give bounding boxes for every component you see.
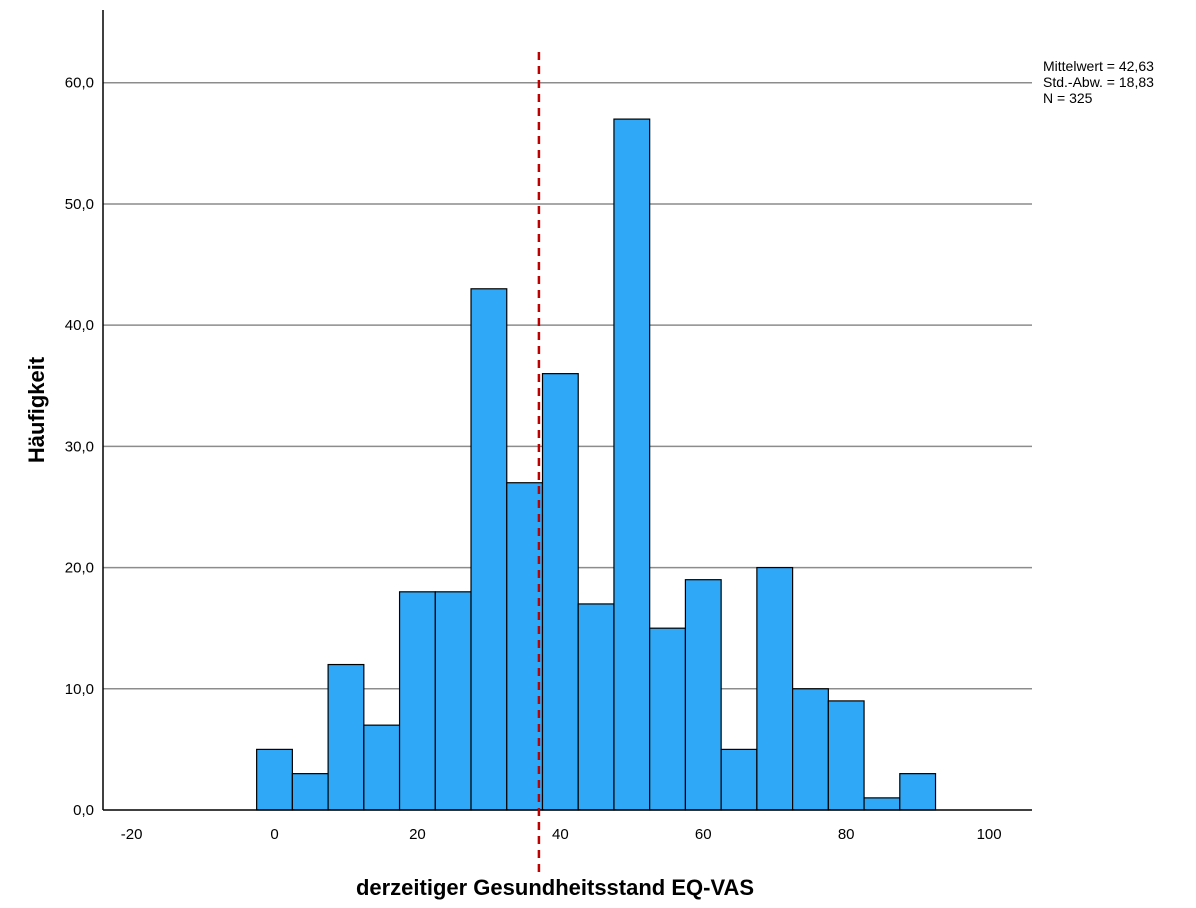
x-tick-label: 0 [270,826,278,843]
histogram-bar [684,579,722,811]
histogram-bar [613,118,651,811]
histogram-bar [541,373,579,811]
histogram-bar [756,566,794,811]
stats-std: Std.-Abw. = 18,83 [1043,74,1154,90]
histogram-bar [649,627,687,811]
histogram-bar [720,748,758,811]
stats-box: Mittelwert = 42,63 Std.-Abw. = 18,83 N =… [1043,58,1154,106]
histogram-bar [327,663,365,811]
x-tick-label: 80 [838,826,855,843]
y-tick-label: 60,0 [65,75,94,92]
y-axis-title: Häufigkeit [24,356,49,463]
histogram-bar [792,688,829,811]
x-tick-label: 40 [552,826,569,843]
histogram-bar [363,724,401,811]
y-tick-label: 20,0 [65,560,94,577]
y-tick-labels: 0,0 10,0 20,0 30,0 40,0 50,0 60,0 [65,75,94,819]
x-tick-label: 100 [977,826,1002,843]
x-tick-label: 60 [695,826,712,843]
y-tick-label: 30,0 [65,438,94,455]
histogram-bar [827,700,865,811]
y-tick-label: 50,0 [65,196,94,213]
y-tick-label: 0,0 [73,802,94,819]
histogram-bar [434,591,472,811]
histogram-bar [899,773,937,811]
histogram-bar [577,603,615,811]
x-tick-label: 20 [409,826,426,843]
stats-n: N = 325 [1043,90,1093,106]
y-tick-label: 10,0 [65,681,94,698]
x-axis-title: derzeitiger Gesundheitsstand EQ-VAS [356,875,754,900]
y-tick-label: 40,0 [65,317,94,334]
histogram-bar [863,797,901,811]
histogram-bar [470,288,508,811]
histogram-bar [291,773,329,811]
histogram-bars [256,118,937,811]
histogram-bar [506,482,544,811]
x-tick-labels: -20 0 20 40 60 80 100 [121,826,1002,843]
axes [102,10,1032,811]
x-tick-label: -20 [121,826,143,843]
histogram-bar [256,748,293,811]
histogram-bar [398,591,436,811]
stats-mean: Mittelwert = 42,63 [1043,58,1154,74]
